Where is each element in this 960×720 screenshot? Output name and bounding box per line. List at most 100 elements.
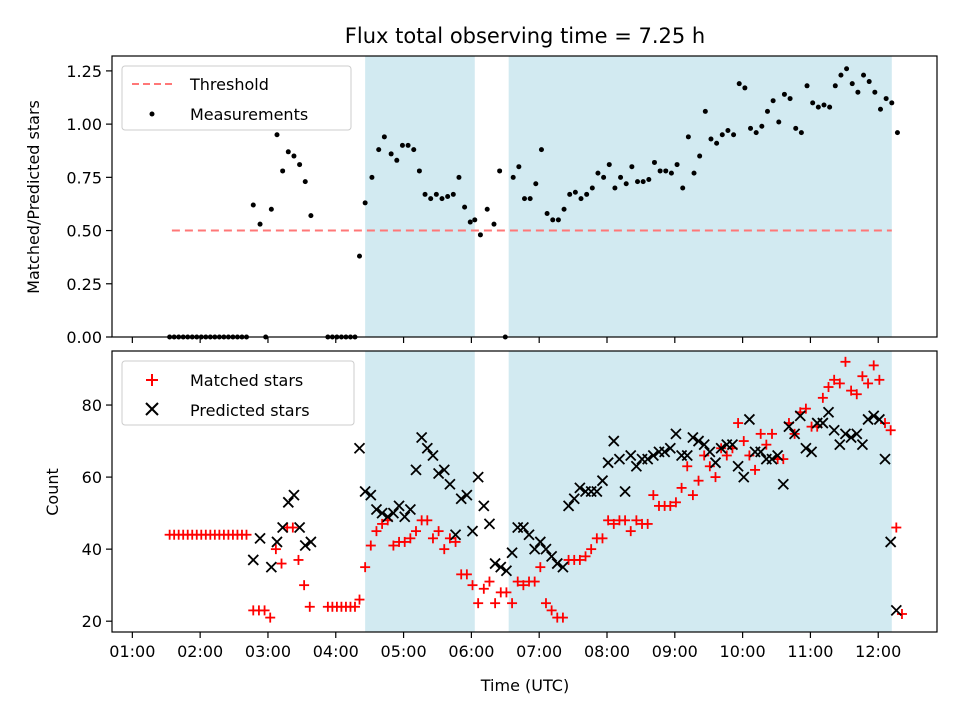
measurement-point: [595, 170, 601, 176]
predicted-star-stroke: [743, 413, 756, 426]
measurement-point: [748, 125, 754, 131]
measurement-point: [821, 102, 827, 108]
measurement-point: [668, 170, 674, 176]
measurement-point: [450, 191, 456, 197]
predicted-star-stroke: [732, 460, 744, 472]
predicted-star-point: [692, 435, 705, 447]
matched-star-point: [371, 526, 382, 537]
matched-star-point: [535, 562, 546, 573]
predicted-star-stroke: [495, 561, 507, 573]
predicted-star-point: [772, 449, 784, 462]
measurement-point: [601, 174, 607, 180]
bottom-y-ticks: 20 40 60 80: [82, 396, 112, 631]
predicted-star-stroke: [698, 439, 710, 451]
predicted-star-point: [868, 410, 880, 422]
predicted-star-point: [376, 507, 388, 519]
predicted-star-point: [293, 521, 306, 534]
y-tick-label: 1.25: [66, 62, 102, 81]
predicted-star-point: [822, 406, 835, 418]
top-legend-box: [121, 65, 352, 131]
measurement-point: [516, 164, 522, 170]
measurement-point: [793, 125, 799, 131]
predicted-star-stroke: [254, 532, 266, 544]
predicted-star-point: [794, 410, 806, 422]
x-tick-label: 01:00: [109, 642, 155, 661]
matched-star-point: [857, 371, 868, 382]
predicted-star-point: [698, 439, 710, 451]
predicted-star-stroke: [828, 424, 840, 436]
measurement-point: [510, 174, 516, 180]
predicted-star-stroke: [288, 489, 300, 501]
matched-star-point: [597, 533, 608, 544]
matched-star-point: [444, 533, 455, 544]
predicted-star-stroke: [293, 521, 306, 534]
predicted-star-point: [410, 464, 422, 476]
matched-star-point: [710, 472, 721, 483]
matched-star-point: [648, 490, 659, 501]
measurement-point: [719, 132, 725, 138]
measurement-point: [555, 217, 561, 223]
measurement-point: [422, 191, 428, 197]
predicted-star-stroke: [630, 460, 643, 472]
matched-star-point: [478, 583, 489, 594]
matched-star-point: [501, 587, 512, 598]
matched-star-point: [546, 605, 557, 616]
predicted-star-stroke: [416, 431, 428, 444]
predicted-star-point: [788, 428, 801, 440]
matched-star-point: [422, 515, 433, 526]
predicted-star-point: [817, 417, 829, 429]
x-tick-label: 05:00: [381, 642, 427, 661]
legend-predicted-swatch: [145, 402, 159, 416]
matched-star-point: [270, 544, 281, 555]
predicted-star-stroke: [777, 478, 789, 490]
measurement-point: [462, 204, 468, 210]
matched-star-point: [891, 522, 902, 533]
measurement-point: [640, 179, 646, 185]
matched-star-point: [450, 536, 461, 547]
predicted-star-stroke: [783, 421, 795, 433]
measurement-point: [606, 162, 612, 168]
matched-star-point: [863, 378, 874, 389]
predicted-star-point: [726, 439, 739, 451]
predicted-star-point: [659, 446, 671, 458]
predicted-star-stroke: [879, 453, 891, 465]
predicted-star-stroke: [489, 557, 501, 570]
measurement-point: [285, 149, 291, 155]
matched-star-point: [540, 598, 551, 609]
predicted-star-point: [404, 503, 416, 516]
matched-star-point: [490, 598, 501, 609]
measurement-point: [369, 174, 375, 180]
measurement-point: [725, 128, 731, 134]
measurement-point: [635, 179, 641, 185]
predicted-star-stroke: [591, 485, 603, 498]
measurement-point: [866, 79, 872, 85]
predicted-star-stroke: [466, 525, 479, 537]
predicted-star-point: [271, 536, 283, 548]
measurement-point: [433, 191, 439, 197]
predicted-star-stroke: [551, 557, 563, 570]
measurement-point: [357, 253, 362, 259]
measurement-point: [533, 181, 539, 187]
measurement-point: [708, 136, 714, 142]
predicted-star-stroke: [427, 449, 439, 462]
measurement-point: [827, 104, 833, 110]
predicted-star-stroke: [562, 500, 575, 512]
predicted-star-point: [449, 529, 462, 541]
x-tick-label: 11:00: [787, 642, 833, 661]
predicted-star-point: [625, 449, 637, 462]
predicted-star-stroke: [399, 511, 411, 523]
predicted-star-point: [299, 539, 311, 552]
predicted-star-point: [642, 453, 654, 465]
predicted-star-point: [630, 460, 643, 472]
predicted-star-point: [619, 485, 631, 498]
measurement-point: [388, 151, 394, 157]
matched-star-point: [840, 356, 851, 367]
matched-star-point: [411, 526, 422, 537]
measurement-point: [759, 123, 765, 129]
predicted-star-stroke: [715, 442, 727, 454]
matched-star-point: [276, 558, 287, 569]
observing-interval: [365, 56, 475, 337]
matched-star-point: [467, 580, 478, 591]
matched-star-point: [405, 533, 416, 544]
